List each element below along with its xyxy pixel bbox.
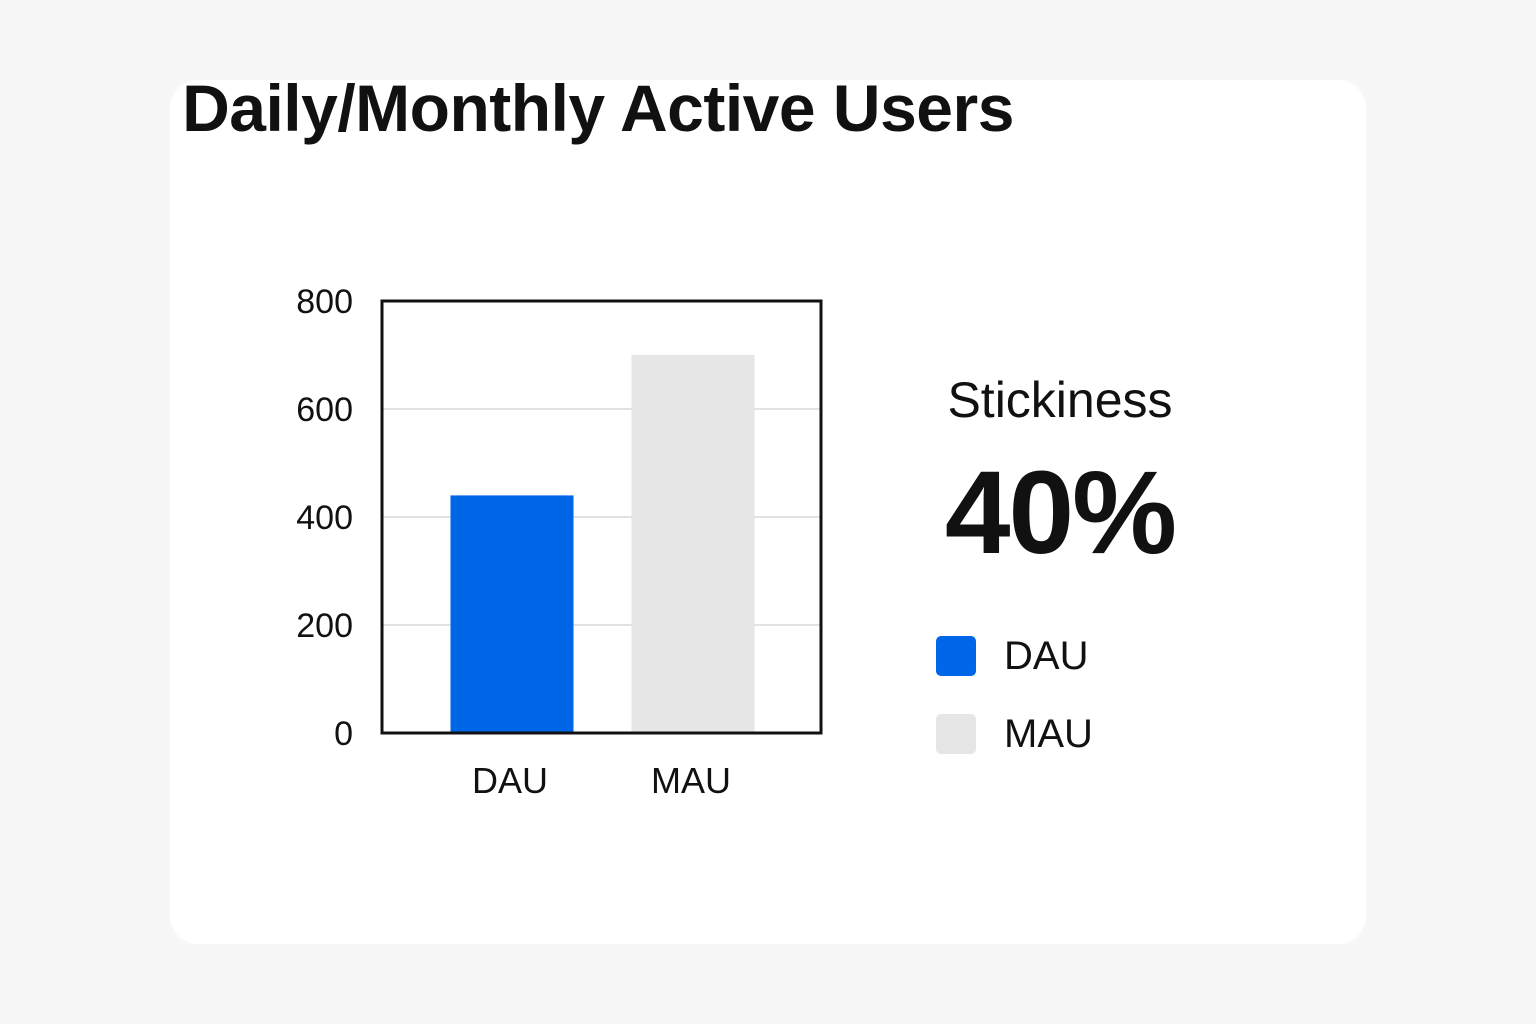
x-tick-dau: DAU [472, 760, 548, 801]
y-tick-200: 200 [296, 607, 353, 645]
bar-mau [631, 355, 755, 733]
legend-item-mau: MAU [936, 712, 1093, 756]
y-tick-0: 0 [334, 715, 353, 753]
y-tick-400: 400 [296, 499, 353, 537]
legend-label-mau: MAU [1004, 712, 1093, 756]
y-tick-800: 800 [296, 283, 353, 321]
bar-dau [450, 495, 574, 733]
plot-frame [380, 299, 823, 735]
legend: DAU MAU [936, 634, 1093, 790]
chart-title: Daily/Monthly Active Users [182, 71, 1014, 145]
stickiness-label: Stickiness [947, 372, 1173, 428]
legend-label-dau: DAU [1004, 634, 1089, 678]
legend-item-dau: DAU [936, 634, 1093, 678]
x-tick-mau: MAU [651, 760, 731, 801]
stickiness-value: 40% [944, 447, 1177, 579]
y-tick-600: 600 [296, 391, 353, 429]
chart-card [170, 80, 1366, 944]
legend-swatch-dau [936, 636, 976, 676]
legend-swatch-mau [936, 714, 976, 754]
